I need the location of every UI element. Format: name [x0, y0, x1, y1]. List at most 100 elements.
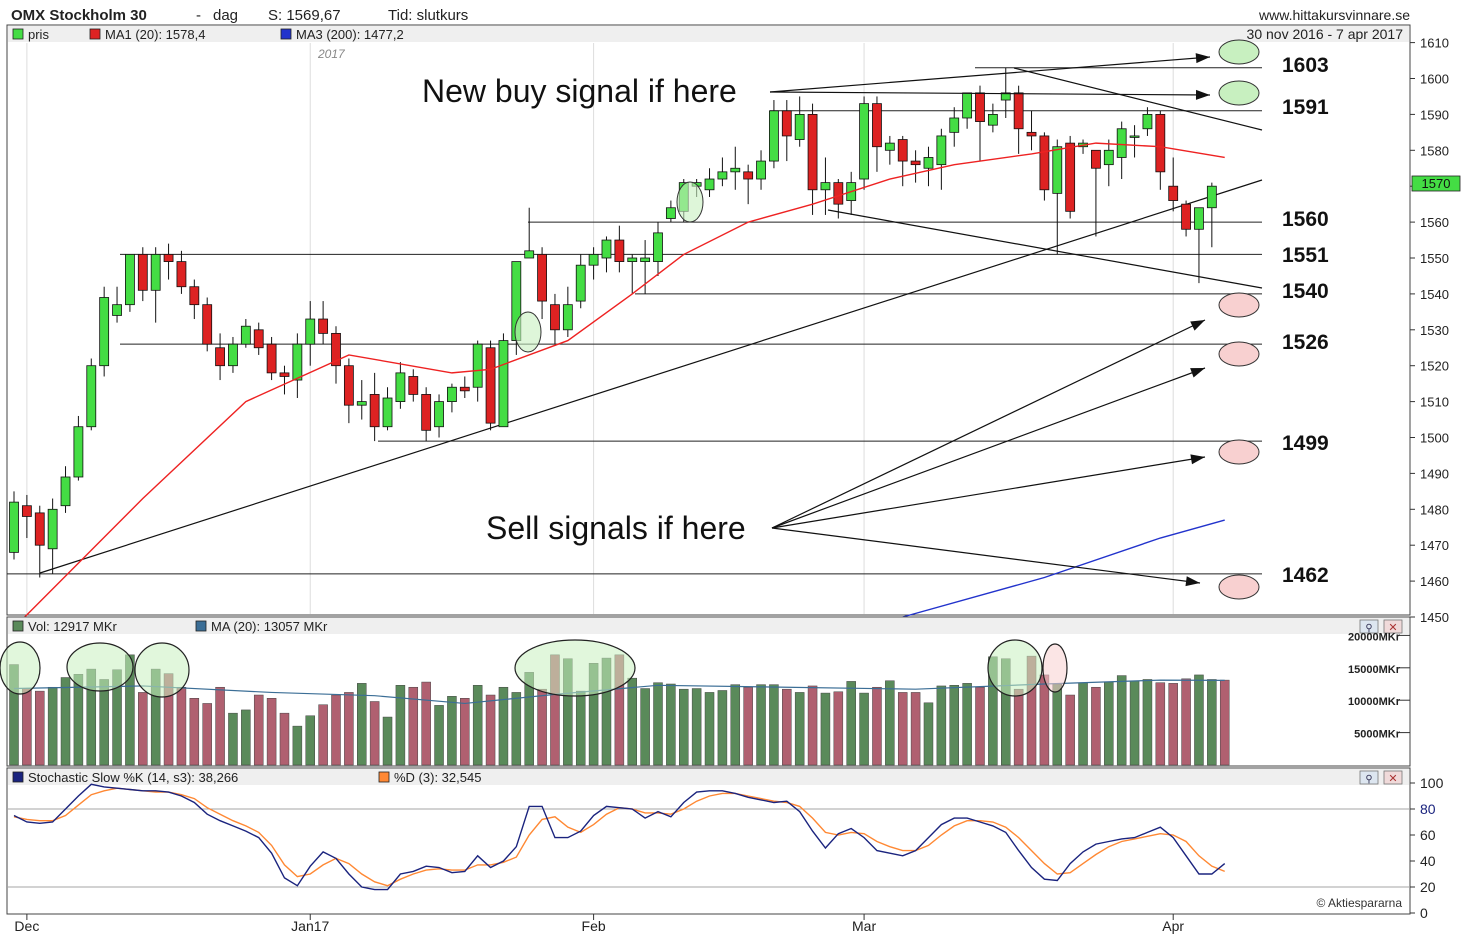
- stochastic-k-line: [13, 783, 1226, 891]
- price-y-tick-label: 1500: [1420, 431, 1449, 446]
- buy-signal-annotation: New buy signal if here: [422, 73, 737, 109]
- candle-up: [472, 343, 483, 388]
- candle-up: [47, 508, 58, 550]
- sell-signal-circle: [1218, 439, 1260, 465]
- level-labels: 1603 1591 1560 1551 1540 1526 1499 1462: [1282, 54, 1329, 587]
- candle-down: [253, 329, 264, 349]
- candle-up: [1142, 114, 1153, 130]
- volume-bar-down: [369, 701, 380, 766]
- volume-bar-down: [1065, 694, 1075, 766]
- candle-up: [112, 304, 122, 316]
- volume-bar-down: [1168, 683, 1178, 766]
- volume-bar-down: [743, 686, 753, 766]
- magnifier-icon: ⚲: [1365, 623, 1372, 634]
- candle-up: [99, 297, 110, 367]
- buy-signal-circle: [676, 181, 704, 223]
- volume-bar-up: [60, 677, 71, 766]
- volume-bar-up: [859, 692, 869, 766]
- trendline: [39, 179, 1263, 574]
- candle-down: [408, 376, 419, 395]
- volume-bar-down: [807, 685, 818, 766]
- price-y-tick-label: 1520: [1420, 359, 1449, 374]
- candle-up: [498, 340, 509, 428]
- volume-bar-up: [1207, 679, 1217, 766]
- trendline: [1013, 67, 1263, 131]
- volume-bar-up: [885, 680, 895, 766]
- volume-bar-down: [975, 686, 985, 766]
- volume-legend-label: Vol: 12917 MKr: [28, 619, 118, 634]
- volume-bar-up: [125, 654, 135, 766]
- price-y-tick-label: 1600: [1420, 72, 1449, 87]
- arrow-line: [771, 319, 1206, 529]
- volume-close-button[interactable]: [1383, 619, 1403, 634]
- legend-ma3-swatch: [280, 28, 292, 40]
- candle-down: [1091, 149, 1101, 169]
- candle-up: [730, 167, 741, 173]
- volume-bar-up: [511, 692, 522, 766]
- volume-bars: [9, 654, 1230, 766]
- candle-down: [872, 103, 882, 148]
- volume-y-tick-label: 5000MKr: [1354, 729, 1401, 741]
- candle-up: [228, 343, 238, 367]
- candle-down: [910, 160, 921, 166]
- date-range-label: 30 nov 2016 - 7 apr 2017: [1247, 26, 1404, 42]
- candle-down: [202, 304, 213, 345]
- buy-signal-circle: [514, 311, 542, 353]
- candle-down: [1039, 135, 1050, 191]
- arrowhead: [1195, 89, 1210, 100]
- arrowhead: [1195, 53, 1210, 64]
- price-y-tick-label: 1490: [1420, 466, 1449, 481]
- volume-bar-up: [228, 712, 238, 766]
- x-axis-label: Jan17: [291, 918, 329, 934]
- candle-down: [833, 182, 844, 205]
- candle-down: [1155, 114, 1166, 173]
- stochastic-zoom-button[interactable]: [1359, 770, 1379, 785]
- arrow-line: [771, 527, 1201, 584]
- x-axis-label: Feb: [582, 918, 606, 934]
- volume-bar-up: [1129, 680, 1140, 766]
- candle-up: [86, 365, 97, 428]
- last-price-tag-label: 1570: [1422, 176, 1451, 191]
- candle-up: [73, 426, 84, 478]
- stochastic-d-legend-label: %D (3): 32,545: [394, 770, 481, 785]
- volume-bar-up: [292, 725, 303, 766]
- candle-up: [1103, 149, 1114, 166]
- volume-bar-down: [460, 698, 470, 766]
- moving-average-lines: [13, 142, 1225, 629]
- candle-up: [240, 325, 251, 345]
- candle-up: [640, 257, 651, 262]
- volume-bar-up: [241, 709, 251, 766]
- candle-up: [704, 178, 715, 191]
- volume-bar-down: [1013, 688, 1024, 766]
- legend-ma1-label: MA1 (20): 1578,4: [105, 27, 205, 42]
- candle-up: [305, 318, 316, 345]
- candle-up: [717, 171, 728, 180]
- stochastic-y-tick-label: 0: [1420, 905, 1428, 921]
- sell-signal-circle: [1218, 341, 1260, 367]
- candle-down: [34, 512, 45, 546]
- volume-bar-up: [447, 696, 457, 766]
- volume-zoom-button[interactable]: [1359, 619, 1379, 634]
- candle-up: [820, 182, 831, 191]
- year-marker: 2017: [317, 47, 346, 61]
- candle-up: [1116, 128, 1127, 158]
- volume-y-tick-label: 10000MKr: [1348, 696, 1401, 708]
- volume-bar-up: [820, 692, 831, 766]
- price-y-tick-label: 1470: [1420, 538, 1449, 553]
- price-y-tick-label: 1540: [1420, 287, 1449, 302]
- arrowhead: [1190, 320, 1205, 331]
- legend-ma1-swatch: [89, 28, 101, 40]
- stochastic-close-button[interactable]: [1383, 770, 1403, 785]
- candle-down: [279, 372, 290, 377]
- legend-price-swatch: [12, 28, 24, 40]
- title-separator: -: [196, 7, 201, 24]
- candle-down: [369, 394, 380, 428]
- candle-down: [215, 347, 225, 367]
- volume-bar-up: [666, 683, 676, 766]
- volume-bar-up: [99, 679, 109, 766]
- candle-down: [318, 318, 329, 334]
- candle-down: [614, 239, 625, 262]
- price-y-tick-label: 1590: [1420, 107, 1449, 122]
- arrowhead: [1190, 454, 1205, 465]
